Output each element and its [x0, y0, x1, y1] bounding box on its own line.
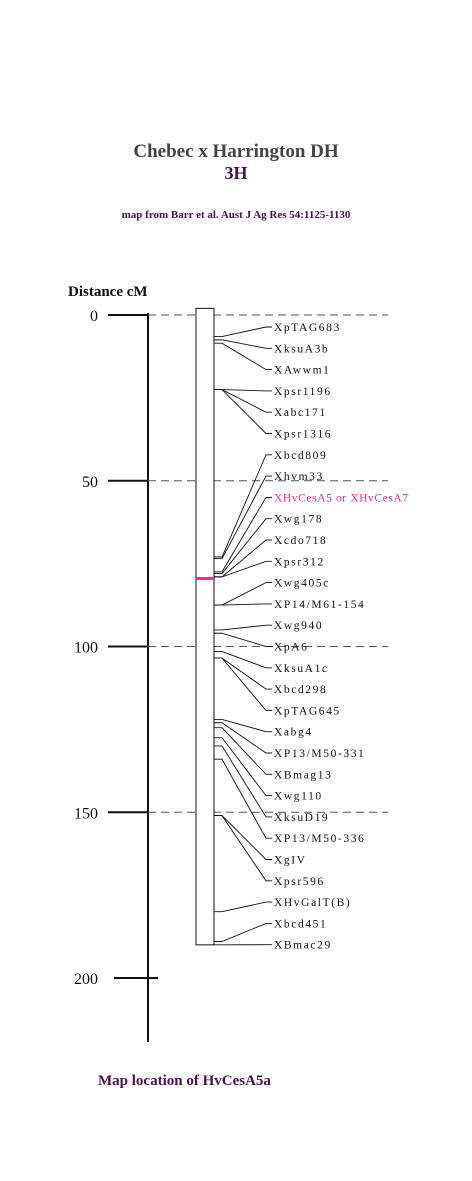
marker-label: XksuD19 — [274, 812, 329, 824]
marker-connector — [214, 727, 272, 775]
marker-list: XpTAG683 XksuA3b XAwwm1 Xpsr1196 Xabc171 Xpsr… — [214, 322, 409, 952]
marker-label: Xabg4 — [274, 727, 313, 739]
marker-connector — [214, 582, 272, 606]
marker-connector — [214, 342, 272, 371]
marker-connector — [214, 518, 272, 575]
marker-connector — [214, 475, 272, 560]
marker-label: Xpsr312 — [274, 556, 325, 568]
marker-connector — [214, 815, 272, 882]
marker-label: Xbcd298 — [274, 684, 327, 696]
marker-label: XBmag13 — [274, 769, 332, 781]
marker-connector — [214, 815, 272, 860]
marker-label: XksuA3b — [274, 343, 329, 355]
marker-connector — [214, 326, 272, 337]
source-citation: map from Barr et al. Aust J Ag Res 54:11… — [121, 209, 351, 221]
axis-tick-label: 150 — [74, 805, 98, 822]
marker-connector — [214, 901, 272, 913]
marker-label: Xabc171 — [274, 407, 327, 419]
marker-connector — [214, 496, 272, 573]
marker-label: Xwg178 — [274, 514, 323, 526]
marker-label: XpTAG683 — [274, 322, 341, 334]
marker-label: Xpsr1316 — [274, 429, 332, 441]
marker-label: Xcdo718 — [274, 535, 327, 547]
map-title: Chebec x Harrington DH — [133, 141, 339, 162]
marker-label: XP13/M50-331 — [274, 748, 365, 760]
footer-caption: Map location of HvCesA5a — [98, 1073, 271, 1089]
marker-connector — [214, 560, 272, 578]
marker-label: XpA6 — [274, 642, 309, 654]
marker-label: Xwg405c — [274, 578, 330, 590]
marker-connector — [214, 651, 272, 669]
marker-label: XAwwm1 — [274, 365, 330, 377]
highlighted-marker-label: XHvCesA5 or XHvCesA7 — [274, 492, 409, 504]
marker-connector — [214, 758, 272, 839]
marker-label: Xpsr1196 — [274, 386, 332, 398]
marker-label: Xhvm33 — [274, 471, 324, 483]
chromosome-label: 3H — [224, 163, 248, 183]
marker-label: XksuA1c — [274, 663, 329, 675]
marker-label: XpTAG645 — [274, 705, 341, 717]
axis-tick-label: 0 — [90, 308, 98, 325]
marker-connector — [214, 389, 272, 413]
gridlines — [148, 314, 388, 813]
marker-connector — [214, 454, 272, 558]
axis-tick-label: 100 — [74, 640, 98, 657]
marker-connector — [214, 632, 272, 647]
marker-label: Xbcd451 — [274, 918, 327, 930]
marker-label: Xbcd809 — [274, 450, 327, 462]
axis-label: Distance cM — [68, 284, 148, 300]
axis-tick-label: 50 — [82, 474, 98, 491]
axis-tick-label: 200 — [74, 971, 98, 988]
marker-label: Xwg110 — [274, 791, 323, 803]
marker-label: XgIV — [274, 855, 307, 867]
marker-label: Xwg940 — [274, 620, 323, 632]
marker-connector — [214, 722, 272, 754]
marker-connector — [214, 389, 272, 434]
marker-connector — [214, 624, 272, 631]
marker-label: XP14/M61-154 — [274, 599, 365, 611]
chromosome-bar — [195, 307, 215, 946]
marker-connector — [214, 603, 272, 606]
marker-connector — [214, 657, 272, 711]
marker-connector — [214, 718, 272, 733]
distance-axis: 0 50 100 150 200 — [74, 308, 158, 1042]
marker-label: XHvGalT(B) — [274, 897, 351, 909]
marker-connector — [214, 339, 272, 349]
marker-label: XP13/M50-336 — [274, 833, 365, 845]
marker-connector — [214, 922, 272, 942]
marker-label: Xpsr596 — [274, 876, 325, 888]
marker-connector — [214, 657, 272, 690]
marker-label: XBmac29 — [274, 940, 332, 952]
marker-connector — [214, 737, 272, 797]
marker-connector — [214, 745, 272, 818]
